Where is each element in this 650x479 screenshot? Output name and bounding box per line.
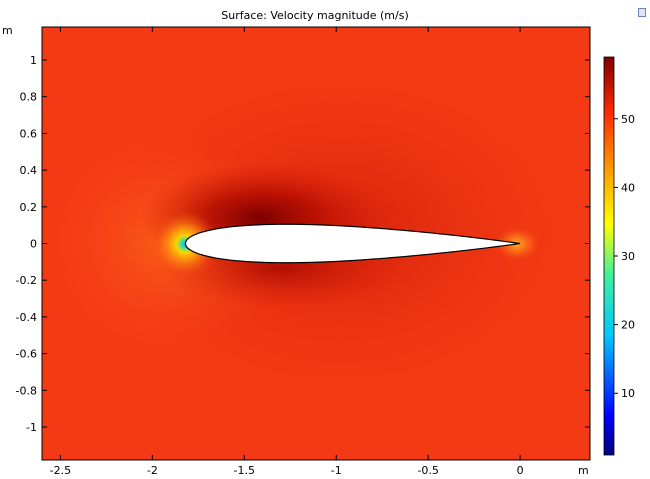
y-axis-unit: m [2, 24, 13, 37]
y-tick-label: 0.4 [20, 164, 38, 177]
x-tick-label: -2.5 [50, 464, 71, 477]
airfoil-profile [184, 223, 521, 264]
y-tick-label: 1 [30, 54, 37, 67]
x-axis-unit: m [578, 464, 589, 477]
colorbar-tick-label: 50 [621, 113, 635, 126]
y-tick-label: 0.6 [20, 127, 38, 140]
y-tick-label: -0.6 [16, 348, 37, 361]
view-icon[interactable] [638, 8, 646, 17]
colorbar-tick-label: 20 [621, 319, 635, 332]
colorbar-tick-label: 10 [621, 387, 635, 400]
x-tick-label: -2 [147, 464, 158, 477]
y-tick-label: -1 [26, 421, 37, 434]
x-axis: -2.5 -2 -1.5 -1 -0.5 0 [50, 27, 524, 477]
y-tick-label: -0.4 [16, 311, 37, 324]
x-tick-label: -0.5 [417, 464, 438, 477]
x-tick-label: -1 [331, 464, 342, 477]
colorbar-tick-label: 30 [621, 250, 635, 263]
x-tick-label: -1.5 [234, 464, 255, 477]
colorbar-ticks: 10 20 30 40 50 [614, 113, 635, 400]
y-tick-label: -0.2 [16, 274, 37, 287]
y-tick-label: 0 [30, 238, 37, 251]
y-tick-label: 0.8 [20, 91, 38, 104]
colorbar-tick-label: 40 [621, 181, 635, 194]
y-axis: 1 0.8 0.6 0.4 0.2 0 -0.2 -0.4 -0.6 -0.8 -1 [16, 54, 590, 434]
x-tick-label: 0 [517, 464, 524, 477]
colorbar [603, 56, 615, 456]
y-tick-label: -0.8 [16, 384, 37, 397]
plot-title: Surface: Velocity magnitude (m/s) [221, 9, 409, 22]
y-tick-label: 0.2 [20, 201, 38, 214]
